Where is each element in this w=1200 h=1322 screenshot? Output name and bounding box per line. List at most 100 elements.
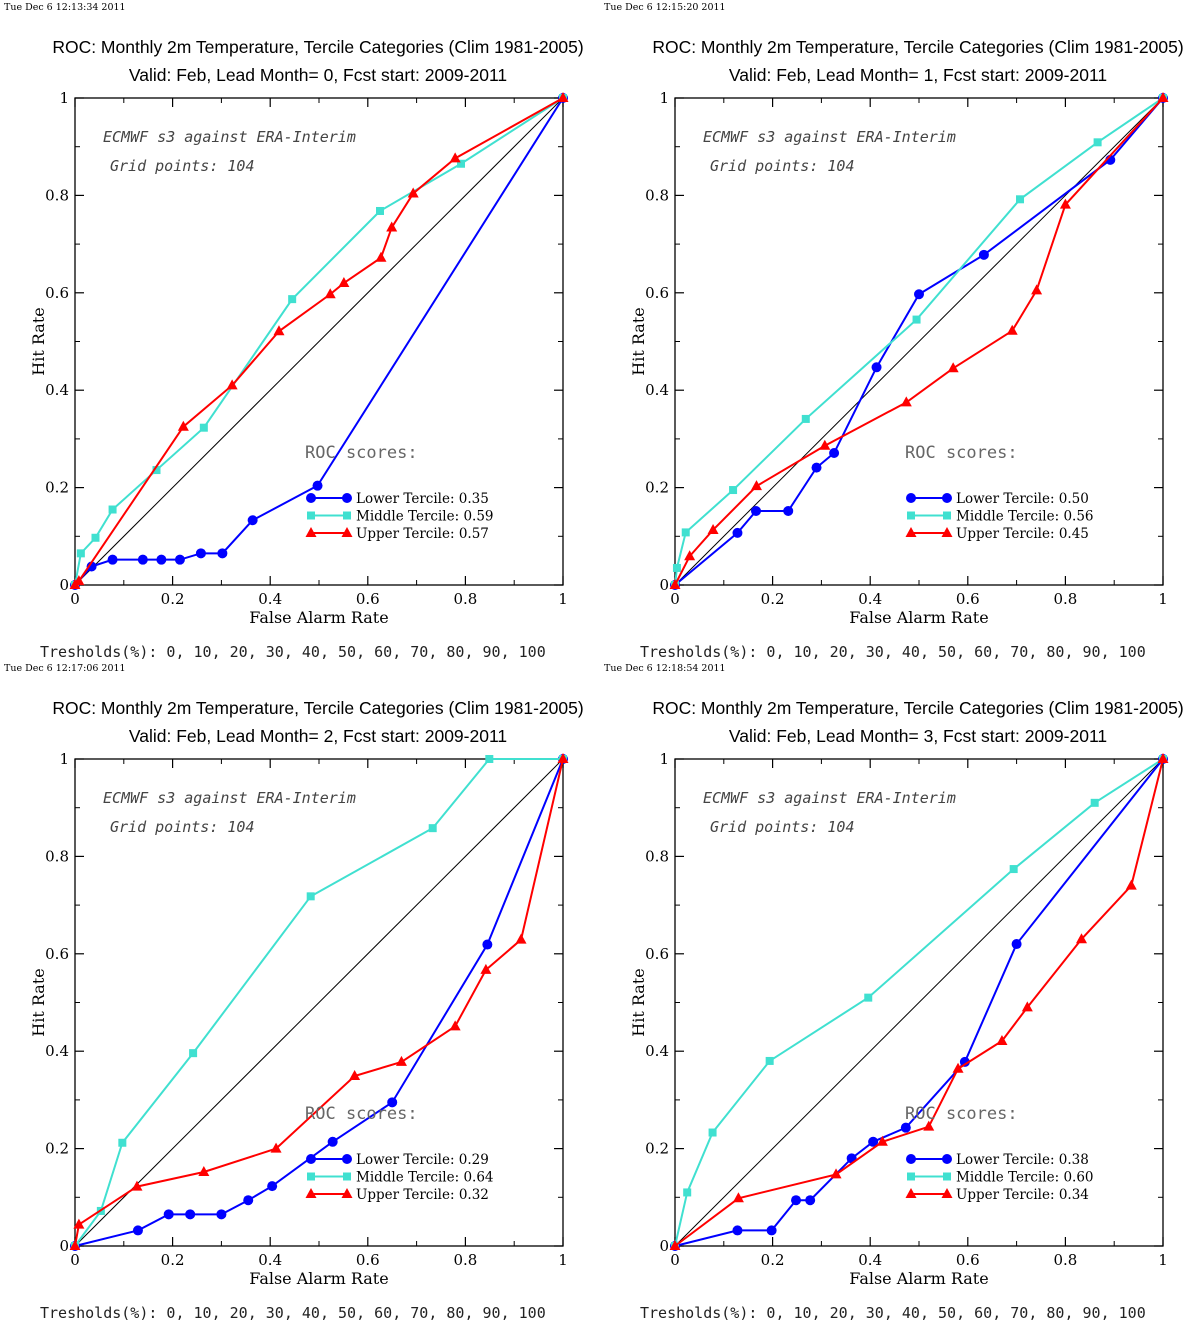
x-axis-label: False Alarm Rate [249,1269,388,1288]
y-tick-label: 0.2 [645,479,669,497]
model-annotation: ECMWF s3 against ERA-Interim [703,789,956,807]
legend-entry: Middle Tercile: 0.60 [956,1170,1094,1186]
legend-marker-left [906,493,916,503]
panel-background [0,661,600,1322]
data-point [1016,195,1025,204]
legend-entry: Lower Tercile: 0.38 [956,1152,1089,1168]
legend-marker-left [305,1188,317,1198]
model-annotation: ECMWF s3 against ERA-Interim [703,128,956,146]
data-point [243,1195,254,1206]
data-point [978,249,989,260]
legend-marker-right [941,1188,953,1198]
data-point [195,548,206,559]
x-tick-label: 0 [670,1251,680,1269]
series-line [674,758,1164,1247]
y-tick-label: 1 [59,750,69,768]
data-point [1021,1001,1033,1012]
data-point [801,414,810,423]
panel-background [600,0,1200,661]
legend-entry: Middle Tercile: 0.56 [956,509,1094,525]
legend-marker-right [343,511,351,520]
thresholds-footer: Tresholds(%): 0, 10, 20, 30, 40, 50, 60,… [640,643,1146,661]
x-tick-label: 0.6 [356,1251,380,1269]
data-point [177,420,189,431]
data-point [707,523,719,534]
legend-marker-left [305,527,317,537]
x-tick-label: 1 [1158,590,1168,608]
x-tick-label: 0.6 [356,590,380,608]
data-point [132,1225,143,1236]
data-point [996,1034,1008,1045]
x-tick-label: 0 [70,590,80,608]
y-tick-label: 0 [59,576,69,594]
chart-subtitle: Valid: Feb, Lead Month= 2, Fcst start: 2… [129,726,507,746]
data-point [900,396,912,407]
legend-marker-right [942,1154,952,1164]
data-point [1031,284,1043,295]
y-tick-label: 1 [659,750,669,768]
legend-marker-right [343,1172,351,1181]
y-tick-label: 0.6 [45,284,69,302]
data-point [189,1049,198,1058]
data-point [216,1209,227,1220]
thresholds-footer: Tresholds(%): 0, 10, 20, 30, 40, 50, 60,… [40,1304,546,1322]
y-tick-label: 0.8 [45,186,69,204]
series-line [74,758,563,1247]
data-point [338,277,350,288]
data-point [273,325,285,336]
no-skill-diagonal [74,758,564,1247]
y-tick-label: 0.2 [45,479,69,497]
data-point [1093,138,1102,147]
legend-marker-right [943,511,951,520]
data-point [69,1240,81,1250]
series-triangle [69,753,569,1250]
y-tick-label: 0.4 [645,1042,669,1060]
y-tick-label: 0.6 [645,945,669,963]
data-point [669,579,681,589]
no-skill-diagonal [674,758,1164,1247]
roc-panel-4: Tue Dec 6 12:18:54 2011 ROC: Monthly 2m T… [600,661,1200,1322]
data-point [386,221,398,232]
y-tick-label: 0 [659,1237,669,1255]
data-point [86,561,97,572]
legend-entry: Upper Tercile: 0.34 [956,1187,1089,1203]
x-tick-label: 0.8 [453,590,477,608]
legend-title: ROC scores: [305,1104,418,1124]
data-point [1076,933,1088,944]
data-point [73,575,85,586]
x-tick-label: 0 [670,590,680,608]
no-skill-diagonal [74,97,564,586]
legend-entry: Middle Tercile: 0.59 [356,509,494,525]
data-point [91,533,100,542]
no-skill-diagonal [674,97,1164,586]
data-point [198,1165,210,1176]
x-tick-label: 1 [558,1251,568,1269]
data-point [267,1181,278,1192]
legend-marker-left [905,527,917,537]
y-axis-label: Hit Rate [629,307,648,375]
x-tick-label: 0.4 [858,590,882,608]
data-point [947,362,959,373]
legend-entry: Upper Tercile: 0.45 [956,526,1089,542]
data-point [1157,753,1169,763]
x-tick-label: 0.8 [453,1251,477,1269]
data-point [107,554,118,565]
legend-marker-right [341,1188,353,1198]
y-tick-label: 0.6 [45,945,69,963]
timestamp: Tue Dec 6 12:18:54 2011 [604,663,726,674]
x-tick-label: 0.6 [956,1251,980,1269]
data-point [163,1209,174,1220]
series-line [74,97,564,586]
x-tick-label: 0.8 [1053,590,1077,608]
data-point [312,480,323,491]
gridpoints-annotation: Grid points: 104 [710,157,855,175]
data-point [1006,324,1018,335]
x-tick-label: 0.2 [161,590,185,608]
data-point [199,423,208,432]
legend-marker-right [943,1172,951,1181]
x-tick-label: 0.2 [761,590,785,608]
data-point [482,939,493,950]
legend-entry: Lower Tercile: 0.50 [956,491,1089,507]
data-point [515,933,527,944]
data-point [672,563,681,572]
